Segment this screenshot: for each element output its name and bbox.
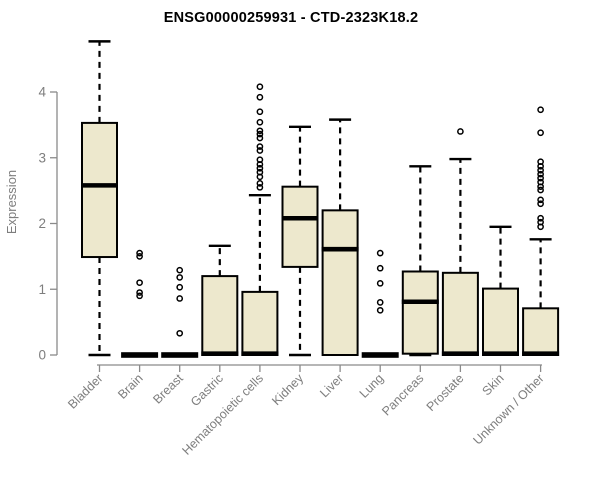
box-rect xyxy=(321,209,359,356)
boxplot-gastric xyxy=(201,244,239,357)
outlier-point xyxy=(256,93,264,101)
outlier-point xyxy=(136,249,143,257)
outlier-point xyxy=(537,170,544,178)
outlier-point xyxy=(256,108,264,116)
outlier-point xyxy=(256,130,264,138)
outlier-point xyxy=(176,283,184,291)
x-tick-label: Liver xyxy=(317,371,346,400)
boxplot-pancreas xyxy=(401,165,439,357)
x-tick-label: Brain xyxy=(115,371,146,402)
chart-title: ENSG00000259931 - CTD-2323K18.2 xyxy=(163,10,419,26)
box-rect xyxy=(401,270,439,355)
y-tick-label: 2 xyxy=(38,216,46,231)
outlier-point xyxy=(256,143,264,150)
box-rect xyxy=(441,271,479,356)
boxplot-kidney xyxy=(281,125,319,357)
boxplot-bladder xyxy=(81,40,118,357)
box-rect xyxy=(281,185,319,268)
x-tick-label: Breast xyxy=(150,371,186,407)
boxplot-lung xyxy=(361,249,399,358)
median-line xyxy=(161,352,199,358)
y-tick-label: 3 xyxy=(38,150,46,165)
x-tick-label: Prostate xyxy=(424,371,467,414)
x-tick-label: Bladder xyxy=(65,371,105,411)
boxplot-breast xyxy=(161,266,199,358)
outlier-point xyxy=(537,218,544,226)
outlier-point xyxy=(537,178,544,186)
outlier-point xyxy=(256,118,264,126)
outlier-point xyxy=(537,166,544,174)
x-tick-label: Kidney xyxy=(269,371,306,408)
outlier-point xyxy=(256,164,264,172)
outlier-point xyxy=(376,279,384,287)
y-tick-label: 4 xyxy=(38,85,46,100)
boxplot-skin xyxy=(482,225,519,356)
outlier-point xyxy=(136,253,143,260)
x-tick-label: Pancreas xyxy=(379,371,426,418)
box-rect xyxy=(482,287,519,356)
outlier-point xyxy=(537,196,544,204)
outlier-point xyxy=(376,264,384,272)
outlier-point xyxy=(176,274,184,281)
median-line xyxy=(361,352,399,358)
outlier-point xyxy=(256,83,264,91)
outlier-point xyxy=(256,147,264,154)
outlier-point xyxy=(376,249,384,257)
box-rect xyxy=(522,307,560,357)
x-tick-label: Lung xyxy=(357,371,387,401)
outlier-point xyxy=(537,200,544,208)
outlier-point xyxy=(136,289,143,296)
outlier-point xyxy=(376,306,384,314)
outlier-point xyxy=(537,106,544,114)
outlier-point xyxy=(256,183,264,191)
outlier-point xyxy=(136,292,143,300)
outlier-point xyxy=(376,299,384,306)
outlier-point xyxy=(176,295,184,302)
box-rect xyxy=(81,121,118,259)
boxplot-brain xyxy=(121,249,159,358)
outlier-point xyxy=(256,168,264,176)
outlier-point xyxy=(537,129,544,137)
x-tick-label: Skin xyxy=(480,371,507,398)
outlier-point xyxy=(256,180,264,187)
boxplot-hematopoietic-cells xyxy=(241,83,279,357)
box-rect xyxy=(241,290,279,357)
median-line xyxy=(121,352,159,358)
boxplot-unknown-other xyxy=(522,106,560,357)
outlier-point xyxy=(176,329,184,337)
outlier-point xyxy=(256,127,264,135)
boxplot-liver xyxy=(321,118,359,356)
outlier-point xyxy=(537,186,544,194)
outlier-point xyxy=(537,214,544,222)
outlier-point xyxy=(256,134,264,142)
outlier-point xyxy=(256,156,264,164)
boxplot-prostate xyxy=(441,128,479,356)
outlier-point xyxy=(136,279,143,287)
outlier-point xyxy=(537,174,544,182)
outlier-point xyxy=(537,158,544,166)
box-rect xyxy=(201,275,239,357)
outlier-point xyxy=(176,266,184,274)
y-tick-label: 1 xyxy=(38,282,46,297)
outlier-point xyxy=(457,128,464,135)
x-tick-label: Unknown / Other xyxy=(470,371,546,447)
y-tick-label: 0 xyxy=(38,348,46,363)
x-tick-label: Gastric xyxy=(188,371,226,409)
